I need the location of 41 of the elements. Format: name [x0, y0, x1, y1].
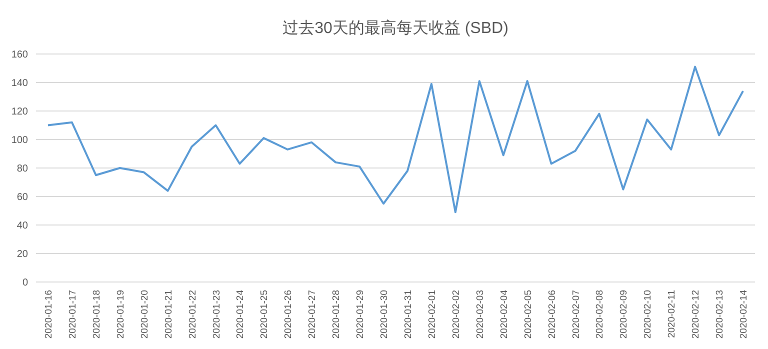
- y-tick-label: 120: [11, 106, 28, 118]
- x-tick-label: 2020-02-11: [666, 290, 678, 338]
- line-series: [46, 66, 744, 214]
- x-tick-label: 2020-01-25: [259, 290, 270, 339]
- x-tick-label: 2020-01-22: [187, 290, 198, 339]
- x-tick-label: 2020-02-01: [426, 290, 438, 339]
- x-tick-label: 2020-01-20: [139, 290, 150, 339]
- x-tick-label: 2020-02-07: [570, 290, 582, 339]
- x-tick-label: 2020-02-06: [546, 290, 558, 339]
- x-tick-label: 2020-02-10: [642, 290, 654, 339]
- x-tick-label: 2020-02-02: [450, 290, 462, 339]
- y-tick-label: 140: [11, 78, 28, 89]
- x-tick-label: 2020-02-09: [618, 290, 630, 339]
- x-tick-label: 2020-01-26: [283, 290, 294, 339]
- y-tick-label: 160: [11, 50, 28, 60]
- x-tick-label: 2020-01-27: [307, 290, 318, 339]
- y-tick-label: 40: [16, 220, 28, 232]
- x-tick-label: 2020-01-28: [331, 290, 342, 339]
- y-tick-label: 60: [16, 192, 28, 203]
- y-tick-label: 20: [16, 249, 28, 260]
- x-tick-label: 2020-02-03: [474, 290, 486, 339]
- x-tick-label: 2020-01-29: [355, 290, 366, 339]
- x-tick-label: 2020-02-04: [498, 290, 510, 339]
- x-tick-label: 2020-02-05: [522, 290, 534, 339]
- y-tick-label: 100: [11, 135, 28, 146]
- x-tick-label: 2020-01-24: [235, 290, 246, 339]
- x-tick-label: 2020-01-30: [379, 290, 390, 339]
- x-tick-label: 2020-01-17: [67, 290, 78, 339]
- y-tick-label: 0: [22, 278, 28, 288]
- x-tick-label: 2020-02-12: [690, 290, 702, 339]
- x-tick-label: 2020-02-13: [714, 290, 726, 339]
- x-tick-label: 2020-01-16: [43, 290, 54, 339]
- x-tick-label: 2020-02-14: [738, 290, 750, 339]
- x-tick-label: 2020-02-08: [594, 290, 606, 339]
- x-tick-label: 2020-01-21: [163, 290, 174, 339]
- y-tick-label: 80: [16, 164, 28, 174]
- x-tick-label: 2020-01-31: [402, 290, 414, 339]
- x-tick-label: 2020-01-23: [211, 290, 222, 339]
- chart-title: 过去30天的最高每天收益 (SBD): [282, 19, 508, 37]
- x-tick-label: 2020-01-19: [115, 290, 126, 339]
- x-tick-label: 2020-01-18: [91, 290, 102, 339]
